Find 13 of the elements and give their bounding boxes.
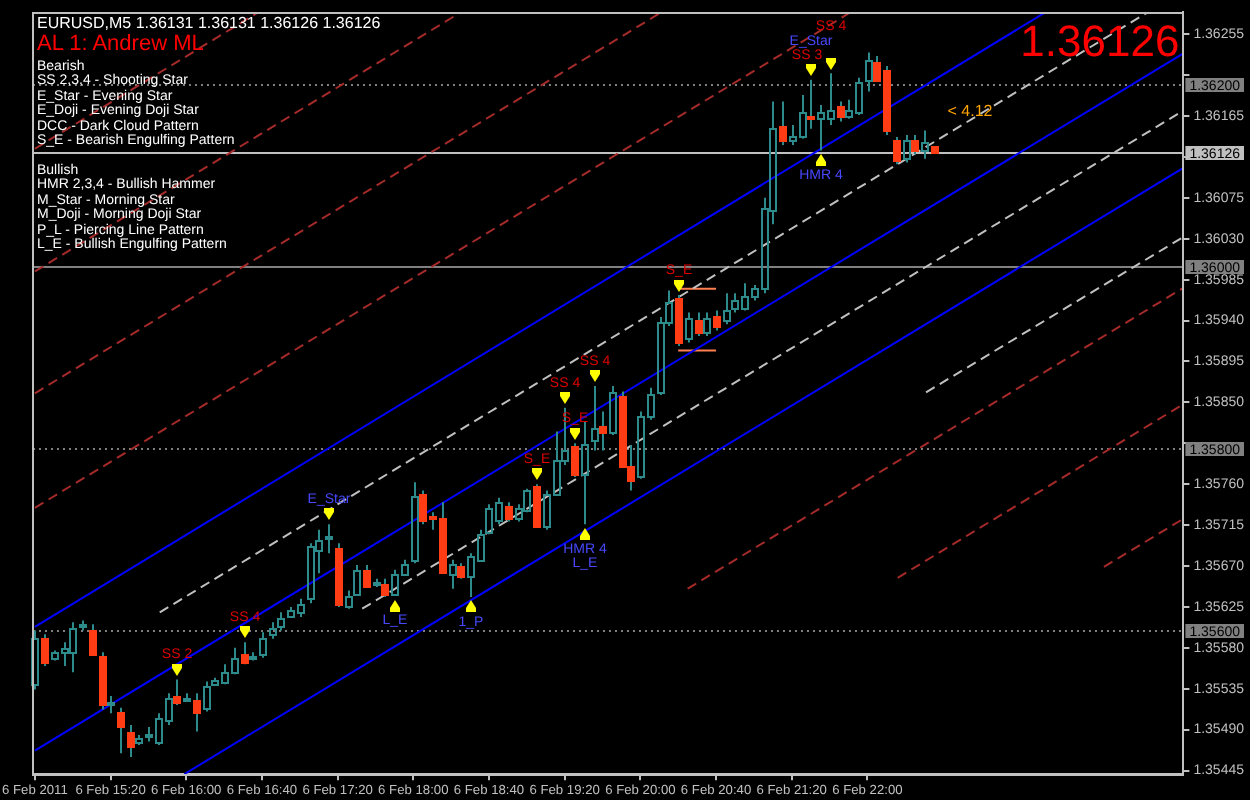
candlestick bbox=[325, 523, 333, 555]
candlestick bbox=[591, 385, 599, 452]
annotation: 1.36126 bbox=[1020, 16, 1180, 67]
candlestick bbox=[69, 621, 77, 674]
annotation: AL 1: Andrew ML bbox=[36, 32, 204, 57]
candlestick bbox=[723, 292, 731, 326]
candlestick bbox=[277, 611, 285, 632]
candlestick bbox=[865, 51, 873, 93]
chart-title: EURUSD,M5 1.36131 1.36131 1.36126 1.36126 bbox=[36, 13, 381, 32]
candlestick bbox=[449, 558, 457, 590]
annotation: < 4.12 bbox=[947, 101, 993, 120]
candlestick bbox=[117, 706, 125, 755]
candlestick bbox=[921, 129, 929, 160]
